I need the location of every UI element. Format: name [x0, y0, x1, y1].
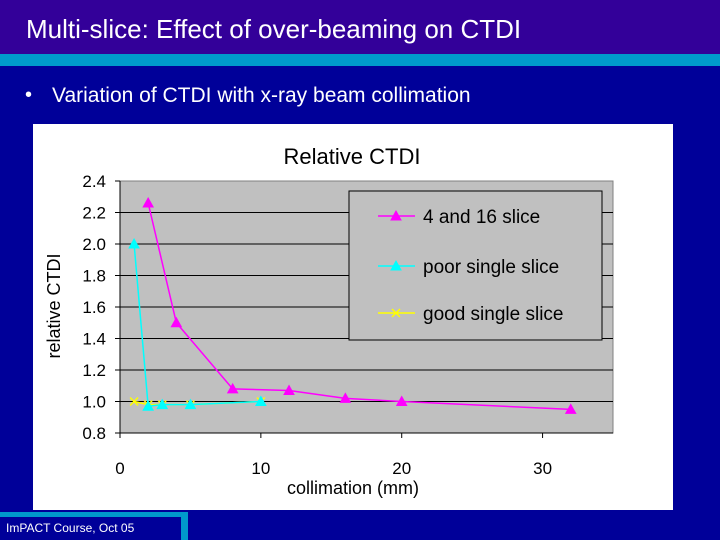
chart-container: 0.8 1.0 1.2 1.4 1.6 1.8 2.0 2.2 2.4 0 10 20 30 Relat…	[33, 124, 673, 510]
footer-text: ImPACT Course, Oct 05	[6, 521, 135, 535]
y-axis-label: relative CTDI	[44, 253, 64, 358]
data-point	[255, 395, 267, 406]
bullet-text: Variation of CTDI with x-ray beam collim…	[52, 84, 471, 107]
data-point	[283, 384, 295, 395]
y-tick-label: 0.8	[82, 424, 106, 443]
legend-label: poor single slice	[423, 257, 559, 278]
data-point	[129, 396, 139, 407]
legend-marker	[390, 209, 402, 221]
legend-marker	[391, 308, 401, 318]
x-tick-label: 20	[392, 459, 411, 478]
y-tick-label: 1.6	[82, 298, 106, 317]
data-point	[128, 237, 140, 249]
title-underline	[0, 54, 720, 66]
title-bar	[0, 0, 720, 54]
x-axis-label: collimation (mm)	[287, 478, 419, 498]
data-point	[395, 395, 408, 406]
y-tick-label: 1.2	[82, 361, 106, 380]
marker-stroke	[391, 308, 401, 318]
data-point	[184, 398, 197, 410]
data-point	[142, 197, 155, 208]
data-point	[156, 398, 169, 410]
legend-label: 4 and 16 slice	[423, 207, 540, 228]
y-tick-label: 2.0	[82, 235, 106, 254]
slide-title: Multi-slice: Effect of over-beaming on C…	[26, 14, 522, 44]
y-tick-label: 1.0	[82, 393, 106, 412]
data-point	[564, 403, 577, 414]
y-tick-label: 2.2	[82, 204, 106, 223]
y-tick-label: 2.4	[82, 172, 106, 191]
chart-title: Relative CTDI	[284, 144, 421, 169]
data-point	[170, 316, 183, 328]
bullet-marker: •	[25, 84, 33, 106]
x-tick-label: 30	[533, 459, 552, 478]
legend-marker	[390, 259, 402, 271]
x-tick-label: 0	[115, 459, 124, 478]
x-tick-label: 10	[251, 459, 270, 478]
marker-stroke	[129, 396, 139, 407]
chart-legend: 4 and 16 slice poor single slice good sing…	[348, 190, 603, 341]
relative-ctdi-chart: 0.8 1.0 1.2 1.4 1.6 1.8 2.0 2.2 2.4 0 10 20 30 Relat…	[44, 144, 614, 498]
legend-label: good single slice	[423, 304, 563, 325]
data-point	[339, 392, 352, 403]
y-tick-label: 1.8	[82, 267, 106, 286]
data-point	[226, 382, 239, 394]
footer-box	[0, 517, 181, 540]
y-tick-label: 1.4	[82, 330, 106, 349]
data-point	[142, 400, 155, 411]
